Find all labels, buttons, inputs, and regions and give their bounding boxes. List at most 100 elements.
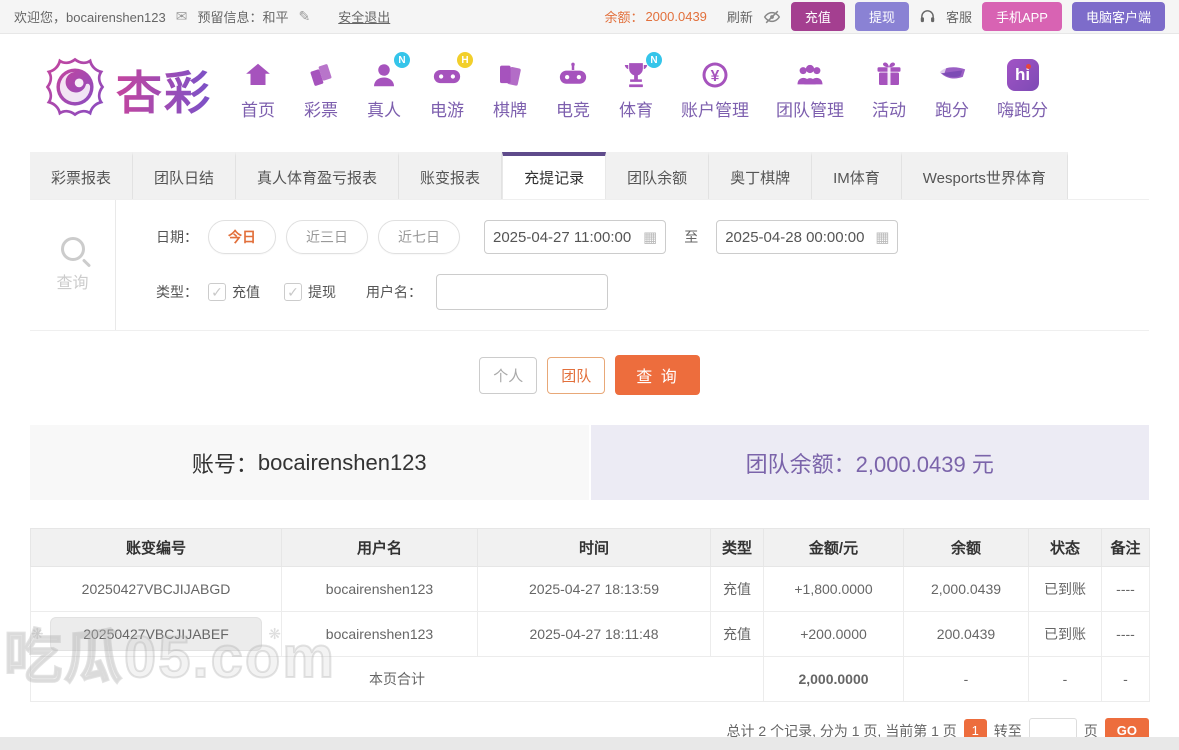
watermark-badge: 20250427VBCJIJABEF xyxy=(49,617,263,651)
mobile-app-button[interactable]: 手机APP xyxy=(981,2,1062,31)
nav-item-boardgames[interactable]: 棋牌 xyxy=(492,58,528,121)
logout-link[interactable]: 安全退出 xyxy=(338,10,391,25)
query-side-label: 查询 xyxy=(30,200,116,330)
table-header-row: 账变编号 用户名 时间 类型 金额/元 余额 状态 备注 xyxy=(30,528,1150,567)
svg-text:¥: ¥ xyxy=(711,68,720,85)
team-users-icon xyxy=(792,58,828,92)
date-to-field[interactable]: ▦ xyxy=(716,220,899,254)
page-unit-label: 页 xyxy=(1083,722,1098,739)
team-balance: 团队余额： 2,000.0439 元 xyxy=(590,425,1149,500)
tab-account-change[interactable]: 账变报表 xyxy=(399,152,503,199)
nav-item-promotions[interactable]: 活动 xyxy=(871,58,907,121)
col-username: 用户名 xyxy=(281,528,478,567)
balance-value: 2000.0439 xyxy=(645,9,707,24)
brand-logo[interactable]: 杏彩 xyxy=(42,54,212,125)
team-button[interactable]: 团队 xyxy=(547,356,606,394)
table-row: ❋ 20250427VBCJIJABEF ❋ bocairenshen123 2… xyxy=(30,611,1150,657)
sparkle-icon: ❋ xyxy=(31,626,44,643)
col-amount: 金额/元 xyxy=(763,528,904,567)
recharge-checkbox-label[interactable]: 充值 xyxy=(232,284,260,300)
eye-slash-icon[interactable] xyxy=(763,9,781,25)
nav-item-account-mgmt[interactable]: ¥ 账户管理 xyxy=(681,58,749,121)
withdraw-button[interactable]: 提现 xyxy=(854,2,909,31)
nav-item-paofen[interactable]: 跑分 xyxy=(934,58,970,121)
status-badge: 已到账 xyxy=(1028,611,1102,657)
calendar-icon[interactable]: ▦ xyxy=(875,229,890,246)
tab-aoding-boardgames[interactable]: 奥丁棋牌 xyxy=(709,152,813,199)
col-status: 状态 xyxy=(1028,528,1102,567)
recharge-button[interactable]: 充值 xyxy=(790,2,845,31)
reserved-info-text: 预留信息：和平 xyxy=(197,10,289,25)
nav-item-live[interactable]: N 真人 xyxy=(366,52,410,121)
paofen-rhino-icon xyxy=(934,58,970,92)
account-number: 账号： bocairenshen123 xyxy=(30,425,589,500)
nav-item-home[interactable]: 首页 xyxy=(240,58,276,121)
tab-lottery-report[interactable]: 彩票报表 xyxy=(30,152,134,199)
personal-button[interactable]: 个人 xyxy=(479,356,538,394)
preset-3days-button[interactable]: 近三日 xyxy=(286,220,368,254)
date-label: 日期： xyxy=(156,229,198,245)
page-total-label: 本页合计 xyxy=(30,656,764,702)
current-page-button[interactable]: 1 xyxy=(963,719,987,742)
footer-strip xyxy=(0,737,1179,750)
calendar-icon[interactable]: ▦ xyxy=(643,229,658,246)
summary-row: 本页合计 2,000.0000 - - - xyxy=(30,656,1150,702)
nav-item-sports[interactable]: N 体育 xyxy=(618,52,662,121)
col-change-id: 账变编号 xyxy=(30,528,282,567)
cards-icon xyxy=(492,58,528,92)
nav-item-esports[interactable]: 电竞 xyxy=(555,58,591,121)
main-nav: 首页 彩票 N 真人 H 电游 棋牌 电竞 N 体育 ¥ 账户管理 xyxy=(240,52,1048,121)
tab-wesports[interactable]: Wesports世界体育 xyxy=(901,152,1068,199)
nav-item-egames[interactable]: H 电游 xyxy=(429,52,473,121)
pc-client-button[interactable]: 电脑客户端 xyxy=(1071,2,1165,31)
action-buttons: 个人 团队 查 询 xyxy=(30,331,1149,421)
tab-live-sports-pnl[interactable]: 真人体育盈亏报表 xyxy=(236,152,400,199)
gamepad-icon: H xyxy=(429,52,473,92)
report-tabs: 彩票报表 团队日结 真人体育盈亏报表 账变报表 充提记录 团队余额 奥丁棋牌 I… xyxy=(30,152,1149,199)
col-time: 时间 xyxy=(477,528,711,567)
withdraw-checkbox[interactable]: ✓ xyxy=(284,283,302,301)
hot-badge: H xyxy=(457,52,473,68)
recharge-checkbox[interactable]: ✓ xyxy=(208,283,226,301)
live-dealer-icon: N xyxy=(366,52,410,92)
tab-im-sports[interactable]: IM体育 xyxy=(812,152,902,199)
query-button[interactable]: 查 询 xyxy=(615,355,700,395)
esports-gamepad-icon xyxy=(555,58,591,92)
nav-item-team-mgmt[interactable]: 团队管理 xyxy=(776,58,844,121)
edit-icon[interactable]: ✎ xyxy=(298,8,311,24)
brand-name: 杏彩 xyxy=(116,57,212,123)
date-to-input[interactable] xyxy=(725,228,876,246)
col-balance: 余额 xyxy=(903,528,1029,567)
service-link[interactable]: 客服 xyxy=(945,10,972,25)
date-from-input[interactable] xyxy=(493,228,643,246)
hi-app-icon: hi xyxy=(1005,58,1041,92)
tab-recharge-withdraw-records[interactable]: 充提记录 xyxy=(502,152,607,199)
date-from-field[interactable]: ▦ xyxy=(484,220,667,254)
tab-team-balance[interactable]: 团队余额 xyxy=(606,152,710,199)
flower-logo-icon xyxy=(42,54,108,125)
hi-dot xyxy=(1025,64,1031,69)
nav-item-hi-paofen[interactable]: hi 嗨跑分 xyxy=(997,58,1048,121)
type-label: 类型： xyxy=(156,284,198,300)
headset-icon[interactable] xyxy=(919,8,936,25)
search-icon xyxy=(60,237,85,261)
new-badge: N xyxy=(394,52,410,68)
withdraw-checkbox-label[interactable]: 提现 xyxy=(308,284,336,300)
goto-label: 转至 xyxy=(993,722,1022,739)
tab-team-daily[interactable]: 团队日结 xyxy=(133,152,237,199)
top-bar: 欢迎您，bocairenshen123 ✉ 预留信息：和平 ✎ 安全退出 余额：… xyxy=(0,0,1179,34)
refresh-link[interactable]: 刷新 xyxy=(726,10,753,25)
preset-7days-button[interactable]: 近七日 xyxy=(378,220,460,254)
preset-today-button[interactable]: 今日 xyxy=(208,220,276,254)
envelope-icon[interactable]: ✉ xyxy=(175,8,188,24)
sparkle-icon: ❋ xyxy=(268,626,281,643)
page-total-amount: 2,000.0000 xyxy=(763,656,904,702)
yen-coin-icon: ¥ xyxy=(697,58,733,92)
balance-label: 余额： xyxy=(604,10,644,25)
filter-panel: 查询 日期： 今日 近三日 近七日 ▦ 至 ▦ 类型： xyxy=(30,199,1149,331)
nav-item-lottery[interactable]: 彩票 xyxy=(303,58,339,121)
username-input[interactable] xyxy=(436,274,608,310)
welcome-text: 欢迎您，bocairenshen123 xyxy=(14,10,166,25)
col-type: 类型 xyxy=(710,528,764,567)
trophy-icon: N xyxy=(618,52,662,92)
